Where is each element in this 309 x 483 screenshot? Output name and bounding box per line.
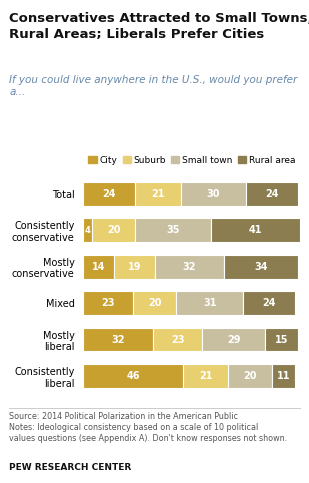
Text: 11: 11 bbox=[277, 371, 290, 381]
Bar bbox=[83, 291, 133, 315]
Bar bbox=[202, 328, 265, 352]
Bar bbox=[83, 255, 114, 279]
Bar bbox=[135, 182, 181, 206]
Text: 24: 24 bbox=[265, 189, 278, 199]
Text: 35: 35 bbox=[167, 226, 180, 235]
Text: 29: 29 bbox=[227, 335, 240, 344]
Text: 19: 19 bbox=[128, 262, 141, 272]
Text: 21: 21 bbox=[199, 371, 212, 381]
Text: 14: 14 bbox=[92, 262, 105, 272]
Text: 30: 30 bbox=[206, 189, 220, 199]
Bar bbox=[183, 364, 228, 388]
Text: 34: 34 bbox=[254, 262, 268, 272]
Text: 23: 23 bbox=[102, 298, 115, 308]
Bar bbox=[83, 328, 153, 352]
Text: If you could live anywhere in the U.S., would you prefer
a...: If you could live anywhere in the U.S., … bbox=[9, 75, 298, 97]
Text: 31: 31 bbox=[203, 298, 217, 308]
Bar bbox=[83, 182, 135, 206]
Text: 20: 20 bbox=[107, 226, 121, 235]
Text: PEW RESEARCH CENTER: PEW RESEARCH CENTER bbox=[9, 463, 132, 472]
Bar bbox=[246, 182, 298, 206]
Bar bbox=[83, 218, 92, 242]
Text: 24: 24 bbox=[263, 298, 276, 308]
Text: 20: 20 bbox=[148, 298, 162, 308]
Text: 24: 24 bbox=[103, 189, 116, 199]
Bar bbox=[135, 218, 211, 242]
Text: 15: 15 bbox=[275, 335, 288, 344]
Bar bbox=[92, 218, 135, 242]
Text: 23: 23 bbox=[171, 335, 184, 344]
Bar bbox=[114, 255, 155, 279]
Bar bbox=[155, 255, 224, 279]
Text: 32: 32 bbox=[111, 335, 125, 344]
Text: 4: 4 bbox=[85, 226, 91, 235]
Text: 46: 46 bbox=[126, 371, 140, 381]
Bar bbox=[176, 291, 243, 315]
Bar bbox=[272, 364, 295, 388]
Text: Source: 2014 Political Polarization in the American Public
Notes: Ideological co: Source: 2014 Political Polarization in t… bbox=[9, 412, 287, 443]
Bar bbox=[181, 182, 246, 206]
Text: 32: 32 bbox=[183, 262, 196, 272]
Bar bbox=[228, 364, 272, 388]
Bar bbox=[265, 328, 298, 352]
Bar bbox=[224, 255, 298, 279]
Bar bbox=[153, 328, 202, 352]
Bar bbox=[133, 291, 176, 315]
Bar bbox=[243, 291, 295, 315]
Legend: City, Suburb, Small town, Rural area: City, Suburb, Small town, Rural area bbox=[88, 156, 295, 165]
Text: 41: 41 bbox=[249, 226, 262, 235]
Text: Conservatives Attracted to Small Towns,
Rural Areas; Liberals Prefer Cities: Conservatives Attracted to Small Towns, … bbox=[9, 12, 309, 41]
Text: 20: 20 bbox=[243, 371, 257, 381]
Bar bbox=[83, 364, 183, 388]
Text: 21: 21 bbox=[151, 189, 165, 199]
Bar bbox=[211, 218, 300, 242]
